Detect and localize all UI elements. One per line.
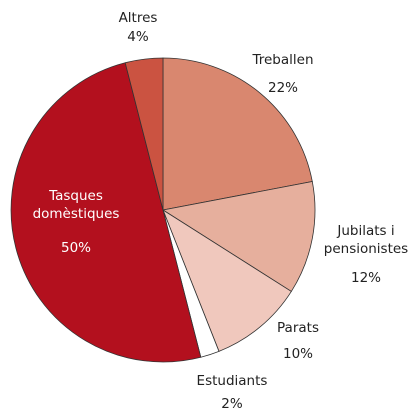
pie-slice xyxy=(124,57,164,211)
pie-slice xyxy=(10,62,202,363)
value-label: 4% xyxy=(127,29,149,45)
pie-slice xyxy=(161,181,316,292)
value-label: 12% xyxy=(350,270,381,286)
value-label: 10% xyxy=(282,346,313,362)
value-label: 50% xyxy=(60,240,91,256)
value-label: 2% xyxy=(221,396,243,412)
value-label: 22% xyxy=(267,80,298,96)
pie-slice xyxy=(162,209,292,352)
slice-label: Tasques domèstiques xyxy=(32,188,120,222)
slice-label: Jubilats i pensionistes xyxy=(323,223,409,257)
slice-label: Parats xyxy=(277,320,319,336)
pie-slice xyxy=(162,57,313,211)
slice-label: Estudiants xyxy=(196,373,268,389)
slice-label: Altres xyxy=(118,10,158,26)
slice-label: Treballen xyxy=(252,52,314,68)
